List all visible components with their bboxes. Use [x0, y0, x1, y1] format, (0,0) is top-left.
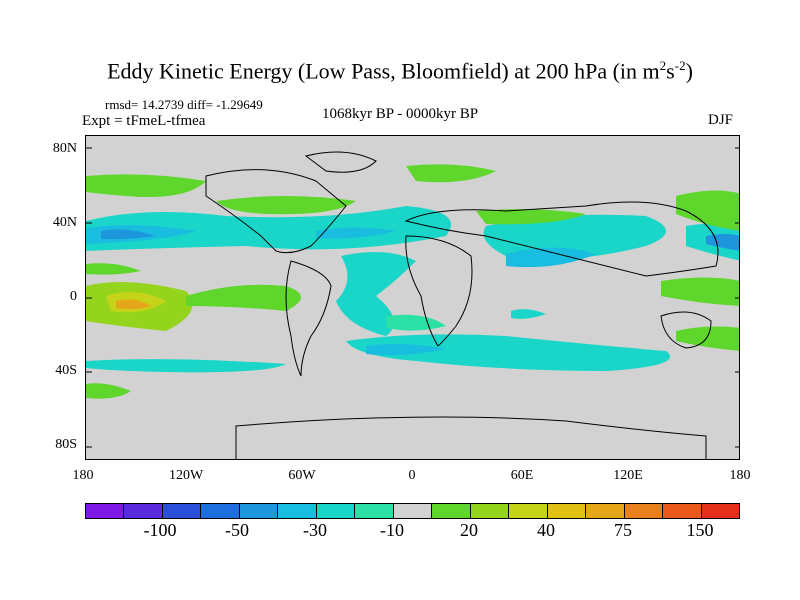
colorbar-label: -10 [380, 520, 404, 540]
colorbar-swatch [162, 504, 202, 518]
colorbar-label: 40 [537, 520, 555, 540]
colorbar-swatch [86, 504, 125, 518]
x-tick-label: 180 [72, 468, 94, 483]
y-tick-label: 80N [52, 141, 77, 156]
colorbar-swatch [432, 504, 471, 518]
positive-anomaly-regions [86, 164, 739, 399]
colorbar-label: 20 [460, 520, 478, 540]
colorbar [85, 503, 740, 519]
x-tick-label: 60W [288, 468, 316, 483]
map-canvas [86, 147, 739, 459]
colorbar-label: -100 [143, 520, 177, 540]
y-tick-label: 40N [52, 215, 77, 230]
colorbar-swatch [586, 504, 625, 518]
colorbar-swatch [624, 504, 664, 518]
colorbar-label: -30 [303, 520, 327, 540]
x-tick-label: 60E [510, 468, 534, 483]
x-tick-label: 180 [729, 468, 751, 483]
x-tick-label: 120E [613, 468, 643, 483]
stats-text: rmsd= 14.2739 diff= -1.29649 [105, 97, 263, 112]
colorbar-swatch [701, 504, 739, 518]
colorbar-swatch [239, 504, 279, 518]
y-tick-label: 40S [55, 363, 77, 378]
experiment-label: Expt = tFmeL-tfmea [82, 113, 206, 129]
colorbar-swatch [355, 504, 394, 518]
x-tick-label: 0 [408, 468, 416, 483]
x-tick-label: 120W [169, 468, 204, 483]
colorbar-swatch [201, 504, 240, 518]
coastlines [205, 151, 719, 459]
season-label: DJF [708, 112, 734, 128]
colorbar-swatch [509, 504, 548, 518]
y-tick-label: 80S [55, 437, 77, 452]
anomaly-map [85, 135, 740, 460]
colorbar-swatch [278, 504, 317, 518]
colorbar-swatch [663, 504, 702, 518]
period-label: 1068kyr BP - 0000kyr BP [322, 106, 479, 122]
plot-title: Eddy Kinetic Energy (Low Pass, Bloomfiel… [107, 58, 693, 84]
colorbar-swatch [470, 504, 510, 518]
colorbar-label: 150 [686, 520, 714, 540]
colorbar-swatch [316, 504, 356, 518]
latitude-ticks [86, 147, 739, 448]
colorbar-swatch [393, 504, 433, 518]
colorbar-label: 75 [614, 520, 632, 540]
colorbar-label: -50 [225, 520, 249, 540]
colorbar-swatch [547, 504, 587, 518]
colorbar-swatch [124, 504, 163, 518]
y-tick-label: 0 [70, 289, 77, 304]
negative-anomaly-regions [86, 206, 739, 373]
